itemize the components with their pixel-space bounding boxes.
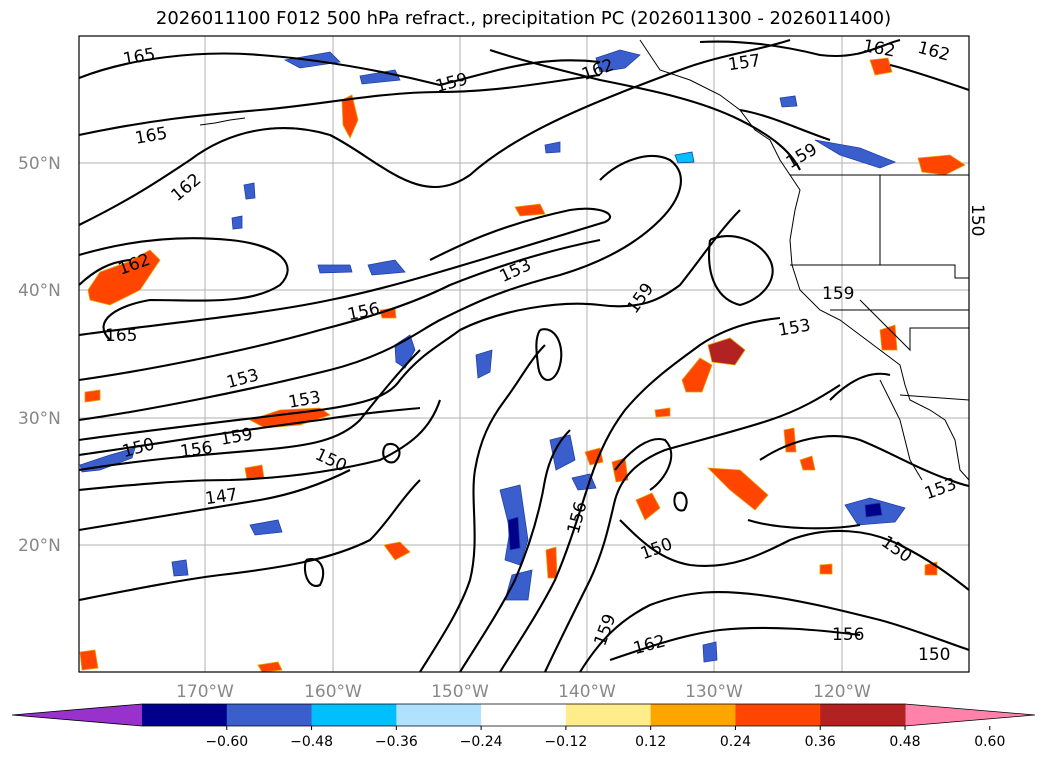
lat-label-30n: 30°N <box>18 409 61 429</box>
lat-label-40n: 40°N <box>18 281 61 301</box>
lon-label-170w: 170°W <box>176 682 234 702</box>
colorbar-tick-label: 0.36 <box>805 734 836 750</box>
colorbar-tick-label: 0.24 <box>720 734 751 750</box>
precip-positive-areas <box>79 57 966 673</box>
lon-label-160w: 160°W <box>304 682 362 702</box>
latitude-labels: 50°N 40°N 30°N 20°N <box>18 154 61 556</box>
colorbar-tick-label: −0.12 <box>544 734 587 750</box>
colorbar-swatch <box>396 704 482 726</box>
colorbar-tick-label: 0.12 <box>635 734 666 750</box>
map-title: 2026011100 F012 500 hPa refract., precip… <box>155 8 892 29</box>
colorbar-swatch <box>142 704 228 726</box>
contour-label: 157 <box>727 51 762 75</box>
lat-label-50n: 50°N <box>18 154 61 174</box>
contour-label: 147 <box>204 485 239 509</box>
colorbar-swatch <box>481 704 567 726</box>
colorbar-swatch <box>565 704 652 726</box>
map-panel: 165 165 162 162 165 159 162 157 162 162 … <box>78 35 987 673</box>
colorbar-swatch <box>226 704 313 726</box>
contour-label: 150 <box>967 204 987 236</box>
lon-label-150w: 150°W <box>431 682 489 702</box>
colorbar-swatch <box>820 704 906 726</box>
colorbar-swatch <box>735 704 821 726</box>
longitude-labels: 170°W 160°W 150°W 140°W 130°W 120°W <box>176 682 871 702</box>
colorbar-tick-label: −0.48 <box>290 734 333 750</box>
precip-negative-areas <box>79 49 906 663</box>
colorbar-swatch <box>311 704 397 726</box>
contour-label: 150 <box>918 645 950 665</box>
colorbar-tick-label: −0.60 <box>205 734 248 750</box>
colorbar-tick-label: −0.24 <box>460 734 503 750</box>
colorbar-extend-high <box>905 704 1035 726</box>
contour-lines <box>78 38 970 673</box>
lon-label-120w: 120°W <box>813 682 871 702</box>
contour-label: 159 <box>822 284 854 304</box>
lat-label-20n: 20°N <box>18 536 61 556</box>
contour-label: 156 <box>179 438 214 462</box>
colorbar-tick-label: 0.48 <box>889 734 920 750</box>
colorbar-tick-label: 0.60 <box>974 734 1005 750</box>
colorbar: −0.60 −0.48 −0.36 −0.24 −0.12 0.12 0.24 0.36 0.4… <box>11 703 1036 750</box>
colorbar-swatch <box>650 704 736 726</box>
contour-label: 165 <box>105 326 137 346</box>
colorbar-extend-low <box>12 704 142 726</box>
colorbar-outline <box>11 703 1036 727</box>
colorbar-tick-label: −0.36 <box>375 734 418 750</box>
contour-label: 156 <box>832 625 864 645</box>
lon-label-140w: 140°W <box>558 682 616 702</box>
lon-label-130w: 130°W <box>685 682 743 702</box>
